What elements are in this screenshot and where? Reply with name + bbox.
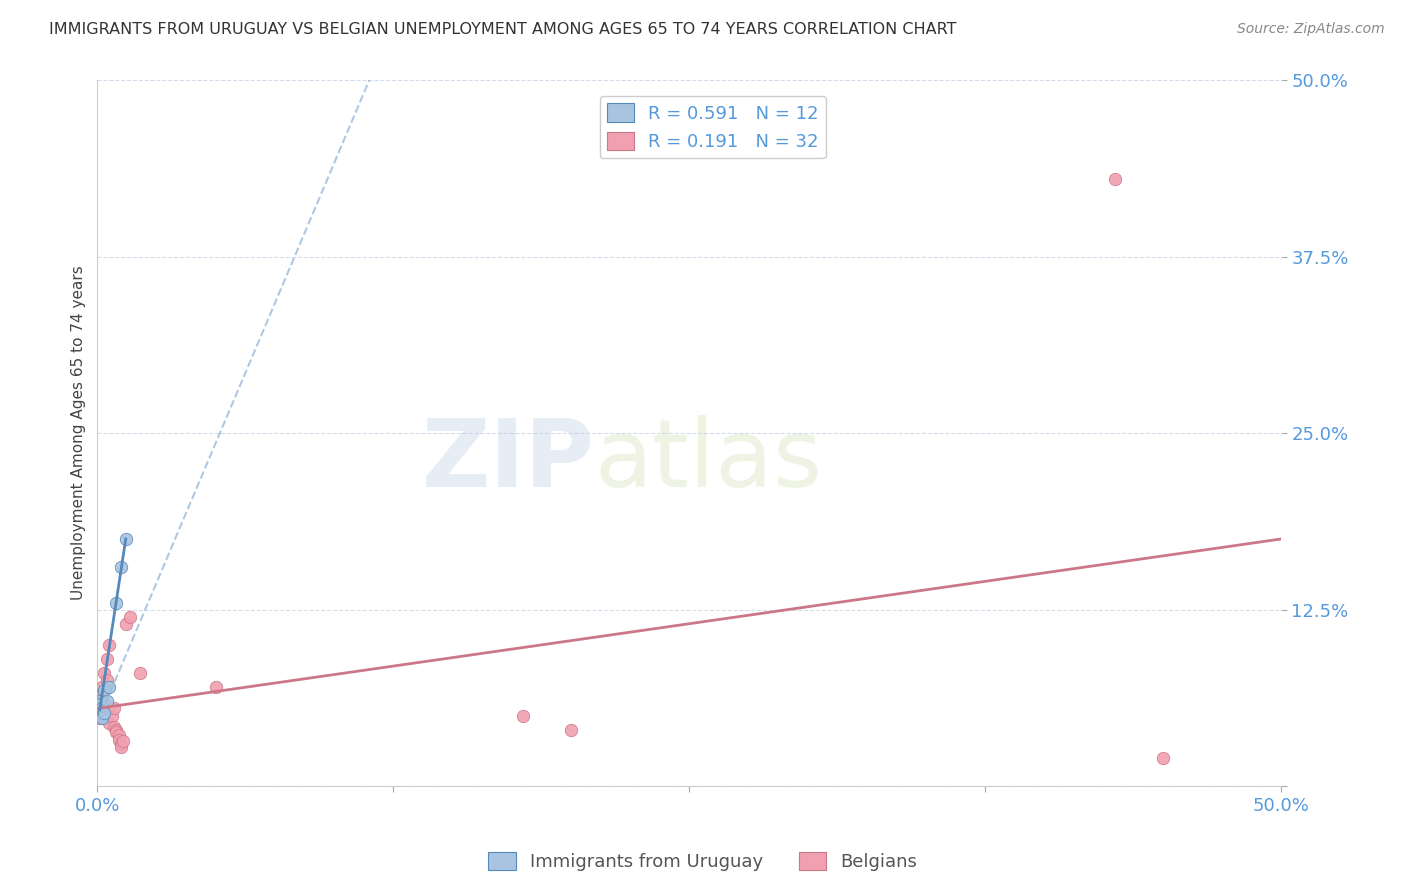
Point	[114, 616, 136, 631]
Point	[91, 708, 114, 723]
Point	[96, 652, 118, 666]
Point	[89, 697, 111, 711]
Point	[512, 708, 534, 723]
Point	[105, 725, 128, 739]
Point	[89, 691, 111, 706]
Point	[98, 715, 121, 730]
Point	[89, 711, 111, 725]
Point	[105, 595, 128, 609]
Point	[103, 720, 125, 734]
Text: IMMIGRANTS FROM URUGUAY VS BELGIAN UNEMPLOYMENT AMONG AGES 65 TO 74 YEARS CORREL: IMMIGRANTS FROM URUGUAY VS BELGIAN UNEMP…	[49, 22, 956, 37]
Point	[560, 723, 582, 737]
Point	[91, 694, 114, 708]
Point	[107, 732, 129, 747]
Point	[89, 697, 111, 711]
Point	[100, 708, 122, 723]
Point	[105, 723, 128, 737]
Point	[91, 701, 114, 715]
Point	[96, 673, 118, 688]
Point	[112, 734, 135, 748]
Text: Source: ZipAtlas.com: Source: ZipAtlas.com	[1237, 22, 1385, 37]
Text: ZIP: ZIP	[422, 416, 595, 508]
Y-axis label: Unemployment Among Ages 65 to 74 years: Unemployment Among Ages 65 to 74 years	[72, 266, 86, 600]
Point	[110, 737, 132, 751]
Point	[89, 694, 111, 708]
Point	[91, 701, 114, 715]
Point	[96, 694, 118, 708]
Point	[114, 532, 136, 546]
Point	[129, 666, 152, 681]
Point	[93, 706, 115, 720]
Point	[89, 708, 111, 723]
Point	[98, 638, 121, 652]
Point	[93, 683, 115, 698]
Point	[204, 680, 226, 694]
Point	[103, 701, 125, 715]
Point	[91, 711, 114, 725]
Point	[107, 728, 129, 742]
Point	[1152, 751, 1174, 765]
Point	[120, 609, 142, 624]
Point	[110, 560, 132, 574]
Point	[1104, 171, 1126, 186]
Point	[98, 680, 121, 694]
Point	[110, 739, 132, 754]
Text: atlas: atlas	[595, 416, 823, 508]
Legend: R = 0.591   N = 12, R = 0.191   N = 32: R = 0.591 N = 12, R = 0.191 N = 32	[599, 96, 827, 158]
Point	[93, 697, 115, 711]
Point	[93, 666, 115, 681]
Point	[91, 680, 114, 694]
Legend: Immigrants from Uruguay, Belgians: Immigrants from Uruguay, Belgians	[481, 845, 925, 879]
Point	[91, 687, 114, 701]
